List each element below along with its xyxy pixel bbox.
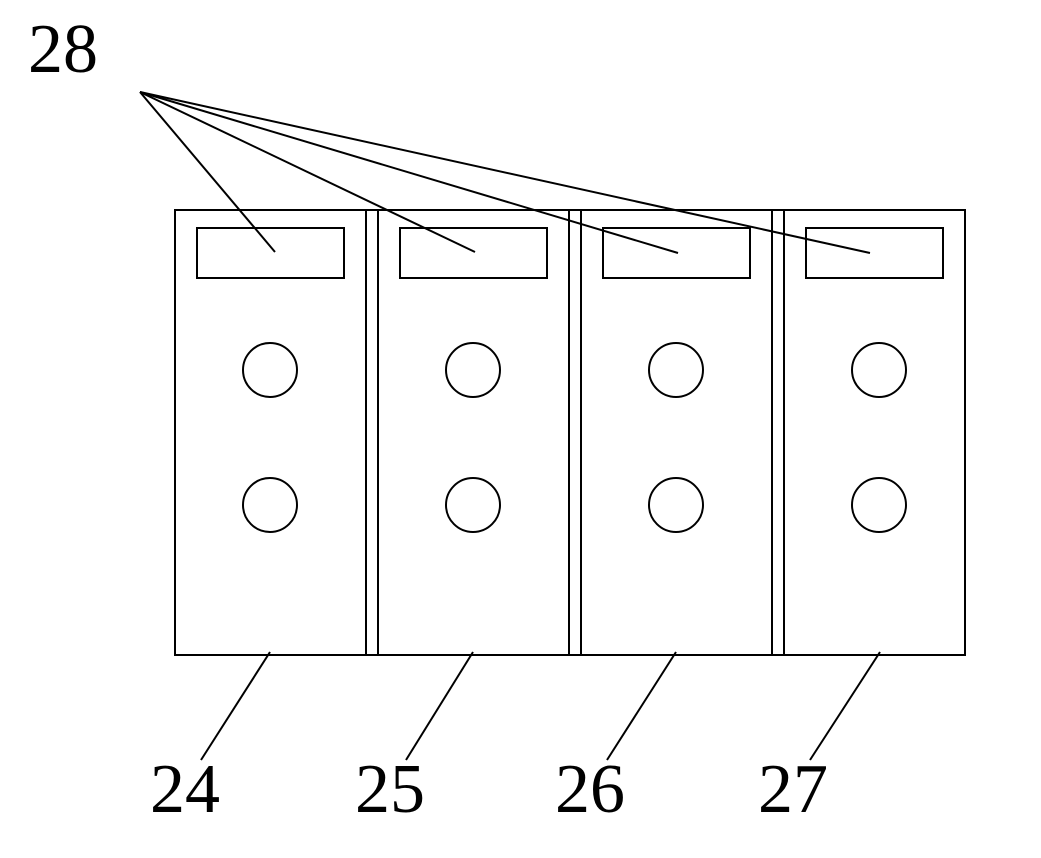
bottom-callout-lines [201,652,880,760]
hole-upper [446,343,500,397]
label-28: 28 [28,10,98,90]
label-24: 24 [150,750,220,830]
hole-lower [852,478,906,532]
hole-lower [446,478,500,532]
hole-lower [649,478,703,532]
label-27: 27 [758,750,828,830]
top-slot [400,228,547,278]
label-26: 26 [555,750,625,830]
diagram-canvas [0,0,1041,858]
hole-upper [243,343,297,397]
hole-upper [649,343,703,397]
dividers [366,210,784,655]
top-slot [197,228,344,278]
hole-lower [243,478,297,532]
hole-upper [852,343,906,397]
top-slot [806,228,943,278]
label-25: 25 [355,750,425,830]
